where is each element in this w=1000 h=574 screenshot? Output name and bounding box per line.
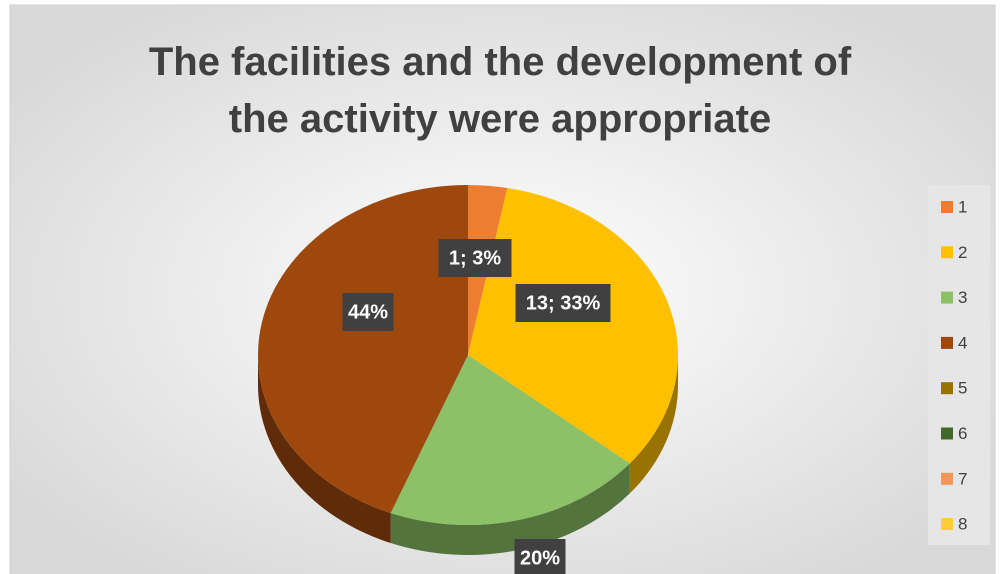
legend-label: 2 [958,243,967,262]
slice [390,355,630,525]
slice-side [258,355,391,544]
legend-swatch [941,472,953,485]
legend-swatch [941,291,953,304]
data-label-box [438,239,512,277]
data-label: 44% [348,301,388,323]
chart-title: The facilities and the development of [149,40,852,84]
legend-swatch [941,246,953,259]
data-label-box [342,293,394,331]
slice [468,188,678,464]
data-label: 13; 33% [526,292,601,314]
legend-box [928,185,990,545]
legend-swatch [941,336,953,349]
data-label-box [515,284,611,322]
legend-swatch [941,201,953,213]
legend-swatch [941,518,953,531]
legend-label: 1 [958,197,967,216]
legend-label: 8 [958,515,967,534]
data-label-box [514,539,566,574]
legend-swatch [941,427,953,440]
legend-label: 7 [958,469,967,488]
slice [257,185,468,514]
legend-label: 4 [958,333,967,352]
legend-label: 3 [958,288,967,307]
slice-side [390,463,630,555]
legend-swatch [941,382,953,395]
chart-title: the activity were appropriate [229,97,771,141]
slice-side [629,355,678,494]
legend-label: 6 [958,424,967,443]
data-label: 1; 3% [449,247,501,269]
legend-label: 5 [958,379,967,398]
data-label: 20% [520,547,560,569]
